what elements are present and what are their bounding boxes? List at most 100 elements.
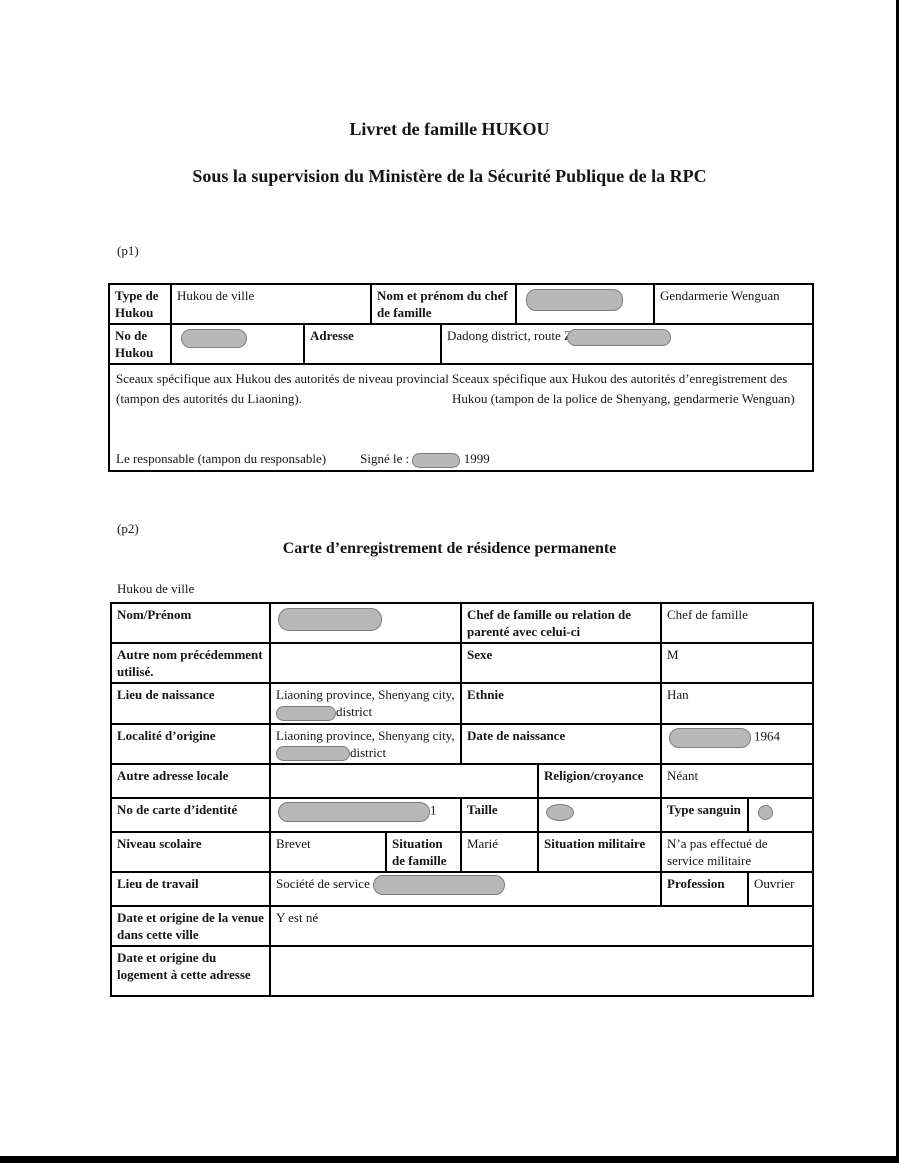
chef-name-value-cell [515, 283, 656, 325]
table-row: Lieu de travail Société de service Profe… [110, 871, 815, 908]
sanguin-label: Type sanguin [667, 802, 741, 818]
table-row: Lieu de naissance Liaoning province, She… [110, 682, 815, 725]
signature-line: Le responsable (tampon du responsable) Si… [116, 450, 490, 468]
authority-value: Gendarmerie Wenguan [660, 288, 780, 303]
scolaire-label-cell: Niveau scolaire [110, 831, 271, 874]
origine-label-cell: Localité d’origine [110, 722, 271, 766]
redaction-blob [278, 608, 382, 631]
origine-suffix: district [350, 744, 387, 760]
chef-relation-value: Chef de famille [667, 607, 748, 622]
seal-texts: Sceaux spécifique aux Hukou des autorité… [116, 369, 806, 409]
redaction-blob [276, 705, 336, 721]
carte-label-cell: No de carte d’identité [110, 797, 271, 834]
autre-nom-label-cell: Autre nom précédemment utilisé. [110, 642, 271, 684]
sexe-value: M [667, 647, 679, 662]
profession-label: Profession [667, 876, 725, 892]
religion-label-cell: Religion/croyance [536, 763, 663, 800]
lieu-naissance-label: Lieu de naissance [117, 687, 215, 702]
logement-label-cell: Date et origine du logement à cette adre… [110, 945, 271, 998]
responsable-label: Le responsable (tampon du responsable) [116, 451, 327, 467]
table-row: Sceaux spécifique aux Hukou des autorité… [107, 363, 815, 472]
sanguin-label-cell: Type sanguin [660, 797, 750, 834]
autre-nom-value-cell [269, 642, 462, 684]
chef-relation-label: Chef de famille ou relation de parenté a… [467, 607, 632, 639]
signed-year: 1999 [463, 451, 490, 467]
redaction-blob [546, 803, 574, 821]
famille-label: Situation de famille [392, 836, 447, 869]
venue-label: Date et origine de la venue dans cette v… [117, 910, 264, 943]
religion-value: Néant [667, 768, 699, 784]
autre-adresse-value-cell [269, 763, 539, 800]
seal-provincial-text: Sceaux spécifique aux Hukou des autorité… [116, 371, 449, 406]
chef-relation-label-cell: Chef de famille ou relation de parenté a… [459, 602, 663, 644]
ethnie-label-cell: Ethnie [459, 682, 663, 725]
table-row: Date et origine de la venue dans cette v… [110, 905, 815, 948]
adresse-value: Dadong district, route Z [447, 328, 572, 343]
redaction-blob [276, 746, 350, 762]
sexe-value-cell: M [660, 642, 815, 684]
travail-value: Société de service [276, 876, 370, 892]
page2-label: (p2) [117, 521, 139, 536]
sanguin-value-cell [747, 797, 815, 834]
table-row: Type de Hukou Hukou de ville Nom et prén… [108, 283, 815, 325]
chef-relation-value-cell: Chef de famille [660, 602, 815, 644]
lieu-naissance-value-cell: Liaoning province, Shenyang city, distri… [269, 682, 462, 725]
autre-adresse-label: Autre adresse locale [117, 768, 229, 784]
scolaire-value-cell: Brevet [269, 831, 387, 874]
hukou-type-value-cell: Hukou de ville [169, 283, 373, 325]
redaction-blob [278, 802, 430, 823]
adresse-label: Adresse [310, 328, 354, 343]
authority-cell: Gendarmerie Wenguan [653, 283, 815, 325]
hukou-type-value: Hukou de ville [177, 288, 255, 303]
ethnie-label: Ethnie [467, 687, 504, 702]
lieu-naissance-suffix: district [336, 704, 373, 719]
sexe-label: Sexe [467, 647, 493, 662]
religion-value-cell: Néant [660, 763, 815, 800]
registration-card-title: Carte d’enregistrement de résidence perm… [282, 540, 617, 557]
sexe-label-cell: Sexe [459, 642, 663, 684]
venue-value: Y est né [276, 910, 319, 926]
date-naissance-label: Date de naissance [467, 727, 566, 743]
travail-label-cell: Lieu de travail [110, 871, 271, 908]
date-naissance-label-cell: Date de naissance [459, 722, 663, 766]
document-title: Livret de famille HUKOU [349, 119, 550, 139]
redaction-blob [373, 875, 506, 896]
hukou-type-label-cell: Type de Hukou [108, 283, 172, 325]
autre-adresse-label-cell: Autre adresse locale [110, 763, 271, 800]
autre-nom-label: Autre nom précédemment utilisé. [117, 647, 263, 679]
famille-label-cell: Situation de famille [385, 831, 462, 874]
redaction-blob [566, 328, 671, 346]
seals-cell: Sceaux spécifique aux Hukou des autorité… [107, 363, 815, 472]
page1-label: (p1) [117, 243, 139, 258]
table-row: Date et origine du logement à cette adre… [110, 945, 815, 998]
date-naissance-year: 1964 [754, 728, 781, 743]
ethnie-value-cell: Han [660, 682, 815, 725]
redaction-blob [758, 804, 774, 820]
table-row: Localité d’origine Liaoning province, Sh… [110, 722, 815, 766]
venue-value-cell: Y est né [268, 905, 815, 948]
scan-edge-bottom [0, 1156, 899, 1163]
famille-value-cell: Marié [460, 831, 539, 874]
seal-registration-text: Sceaux spécifique aux Hukou des autorité… [452, 371, 795, 406]
nom-value-cell [269, 602, 462, 644]
famille-value: Marié [467, 836, 499, 852]
hukou-booklet-table: Type de Hukou Hukou de ville Nom et prén… [107, 283, 815, 472]
scolaire-value: Brevet [276, 836, 311, 852]
logement-label: Date et origine du logement à cette adre… [117, 950, 251, 983]
chef-name-label: Nom et prénom du chef de famille [377, 288, 508, 320]
profession-value-cell: Ouvrier [747, 871, 815, 908]
ethnie-value: Han [667, 687, 689, 702]
table-row: No de carte d’identité 1 Taille Type san… [110, 797, 815, 834]
date-naissance-value-cell: 1964 [660, 722, 815, 766]
carte-label: No de carte d’identité [117, 802, 238, 818]
religion-label: Religion/croyance [544, 768, 644, 784]
hukou-no-label-cell: No de Hukou [108, 323, 172, 365]
scan-edge-right [896, 0, 899, 1163]
carte-value-cell: 1 [269, 797, 462, 834]
redaction-blob [412, 453, 461, 468]
hukou-no-label: No de Hukou [115, 328, 154, 360]
scolaire-label: Niveau scolaire [117, 836, 202, 852]
origine-label: Localité d’origine [117, 727, 216, 743]
redaction-blob [526, 289, 624, 311]
taille-label-cell: Taille [460, 797, 539, 834]
